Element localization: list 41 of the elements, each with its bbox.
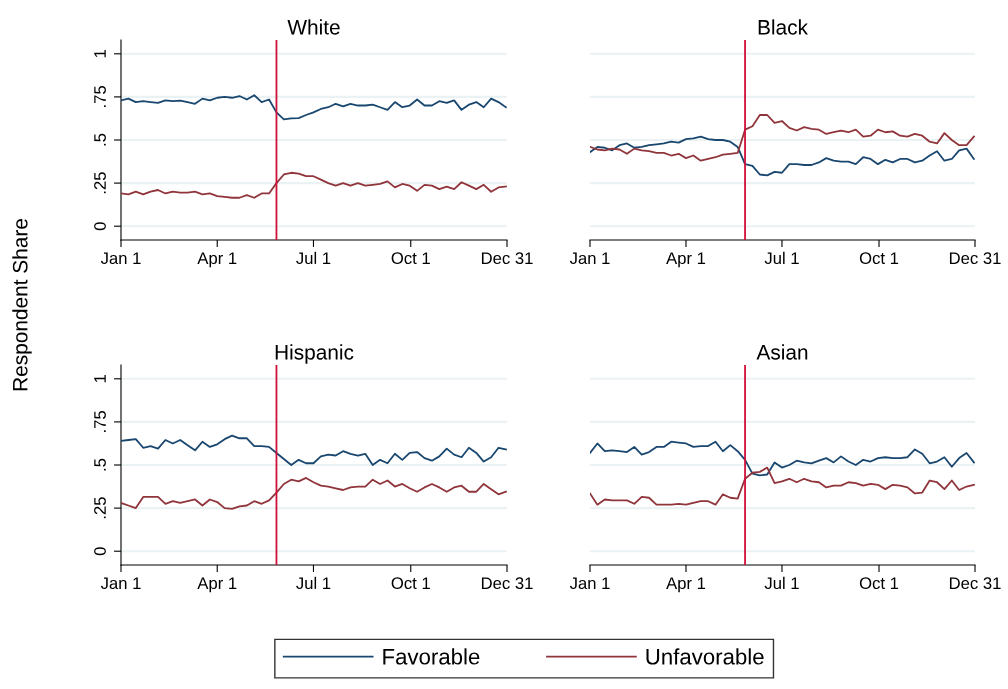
x-tick-label: Oct 1 <box>391 252 430 265</box>
y-tick-label: .25 <box>94 497 106 519</box>
chart-title: White <box>287 19 340 35</box>
x-tick-label: Jul 1 <box>764 251 799 265</box>
x-tick-label: Jan 1 <box>100 252 141 265</box>
x-tick-label: Jul 1 <box>296 576 331 590</box>
x-tick-label: Apr 1 <box>197 577 237 593</box>
x-tick-label: Dec 31 <box>481 252 533 265</box>
x-tick-label: Dec 31 <box>481 577 533 590</box>
line-series <box>121 94 507 121</box>
x-tick-label: Dec 31 <box>949 252 1001 265</box>
line-series <box>121 477 507 510</box>
chart-title: Asian <box>756 344 808 360</box>
x-tick-label: Apr 1 <box>197 252 237 268</box>
line-series <box>121 434 507 466</box>
x-tick-label: Jan 1 <box>100 577 141 590</box>
x-tick-label: Oct 1 <box>859 577 899 590</box>
y-tick-label: .5 <box>94 133 106 146</box>
legend-label: Unfavorable <box>646 648 764 665</box>
x-tick-label: Apr 1 <box>666 252 706 268</box>
y-tick-label: 0 <box>94 222 106 231</box>
y-tick-label: 1 <box>94 374 106 383</box>
y-axis-title: Respondent Share <box>12 219 32 391</box>
x-tick-label: Jul 1 <box>296 251 331 265</box>
y-tick-label: 1 <box>94 49 106 58</box>
x-tick-label: Oct 1 <box>859 252 899 265</box>
y-tick-label: 0 <box>94 547 106 556</box>
x-tick-label: Jan 1 <box>569 252 610 265</box>
y-tick-label: .25 <box>94 172 106 194</box>
x-tick-label: Apr 1 <box>666 577 706 593</box>
line-series <box>121 171 507 199</box>
legend-label: Favorable <box>383 648 480 665</box>
y-tick-label: .75 <box>94 86 106 107</box>
y-tick-label: .5 <box>94 458 106 471</box>
x-tick-label: Oct 1 <box>391 577 430 590</box>
y-tick-label: .75 <box>94 411 106 432</box>
x-tick-label: Jan 1 <box>569 577 610 590</box>
chart-title: Hispanic <box>275 344 354 364</box>
x-tick-label: Dec 31 <box>949 577 1001 590</box>
chart-title: Black <box>758 19 808 35</box>
x-tick-label: Jul 1 <box>764 576 799 590</box>
